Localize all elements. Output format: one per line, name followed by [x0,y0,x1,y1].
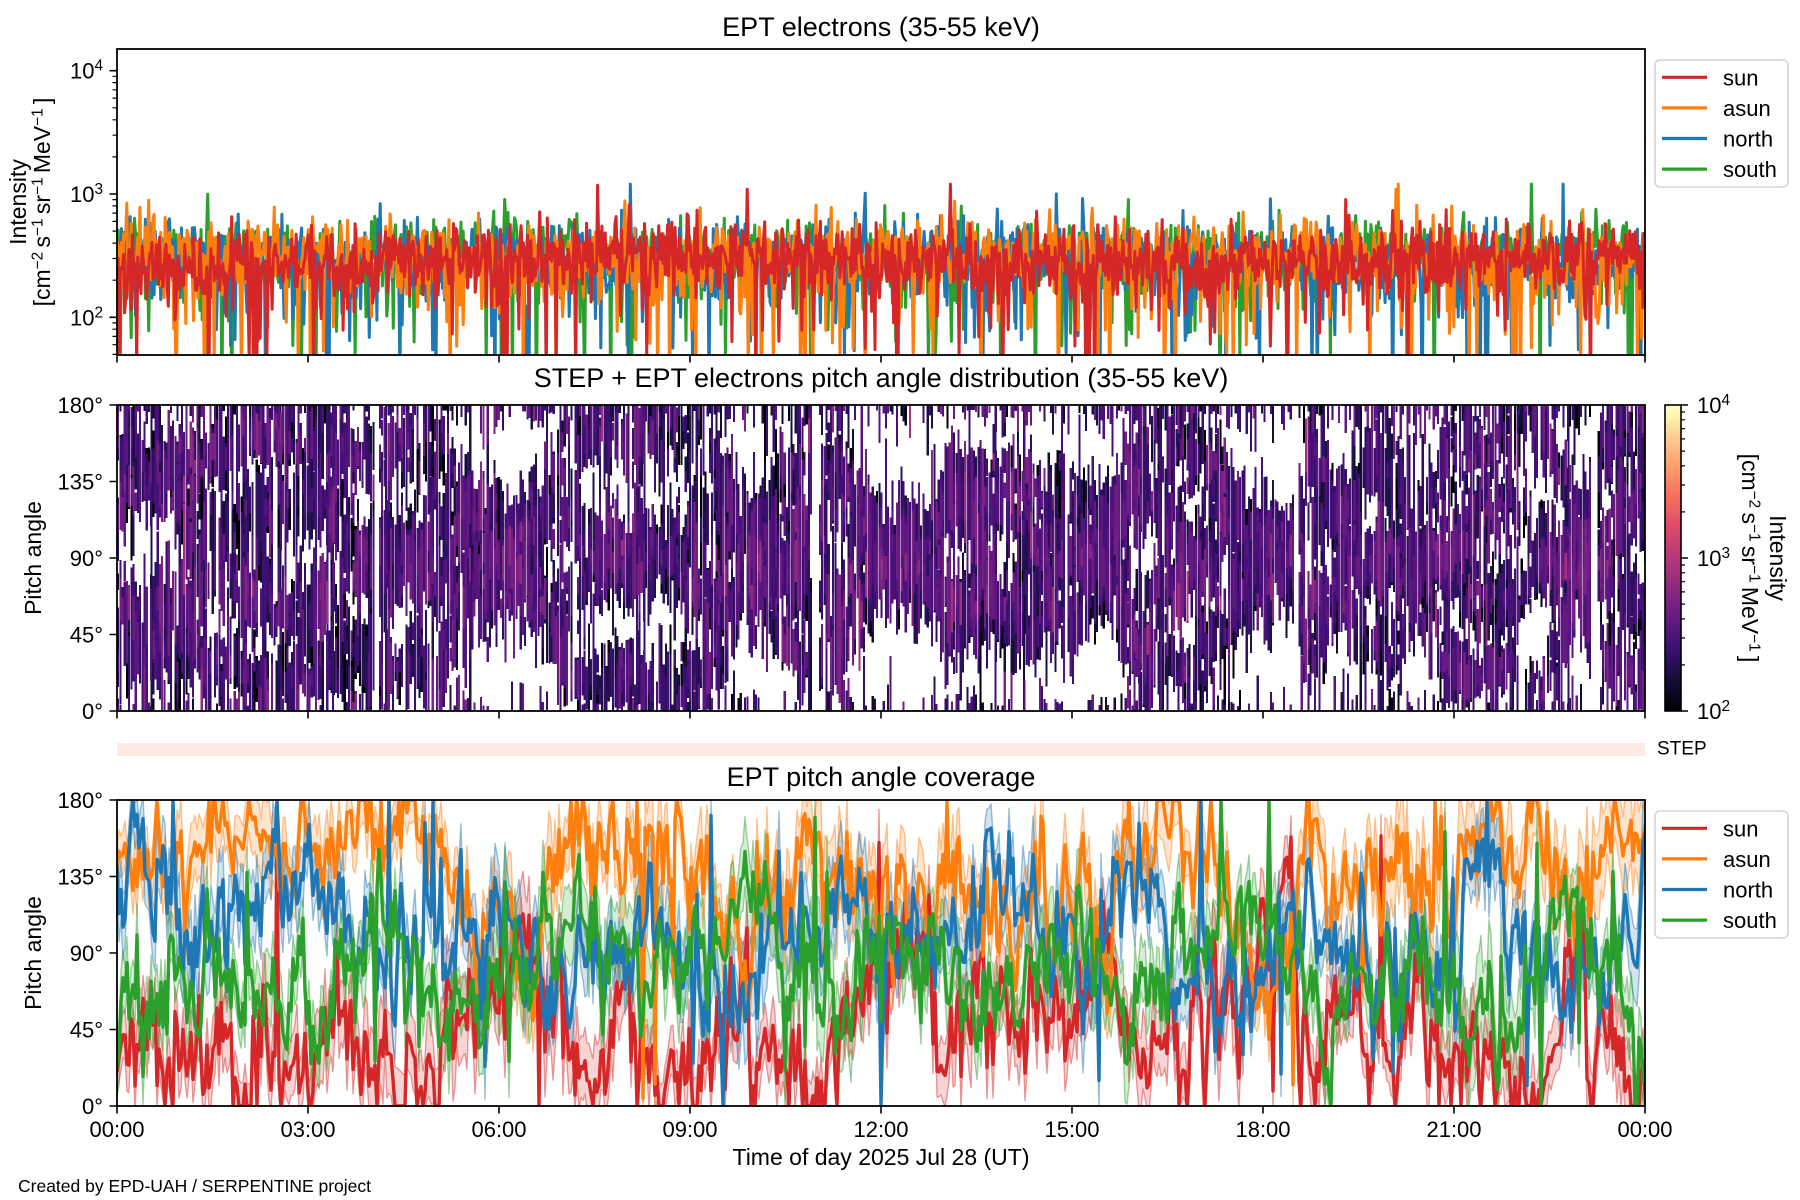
svg-text:Time of day 2025 Jul 28 (UT): Time of day 2025 Jul 28 (UT) [733,1144,1030,1170]
svg-text:asun: asun [1723,847,1771,872]
svg-text:06:00: 06:00 [471,1117,526,1142]
svg-text:135°: 135° [57,470,103,495]
svg-text:00:00: 00:00 [89,1117,144,1142]
svg-text:EPT pitch angle coverage: EPT pitch angle coverage [727,762,1036,792]
svg-text:0°: 0° [82,1094,103,1119]
svg-text:south: south [1723,908,1777,933]
svg-text:180°: 180° [57,393,103,418]
svg-text:90°: 90° [70,546,103,571]
svg-text:0°: 0° [82,699,103,724]
svg-text:102: 102 [1697,698,1730,724]
svg-text:09:00: 09:00 [662,1117,717,1142]
svg-text:Created by EPD-UAH / SERPENTIN: Created by EPD-UAH / SERPENTINE project [18,1176,371,1196]
svg-text:45°: 45° [70,623,103,648]
svg-text:Intensity: Intensity [1765,515,1791,601]
svg-text:90°: 90° [70,941,103,966]
svg-text:135°: 135° [57,865,103,890]
svg-text:north: north [1723,878,1773,903]
svg-text:[cm−2 s−1 sr−1 MeV−1 ]: [cm−2 s−1 sr−1 MeV−1 ] [29,98,55,307]
svg-text:asun: asun [1723,96,1771,121]
svg-text:21:00: 21:00 [1426,1117,1481,1142]
svg-text:sun: sun [1723,65,1758,90]
svg-text:15:00: 15:00 [1044,1117,1099,1142]
svg-text:STEP: STEP [1657,739,1707,760]
svg-text:[cm−2 s−1 sr−1 MeV−1 ]: [cm−2 s−1 sr−1 MeV−1 ] [1737,454,1763,663]
svg-text:18:00: 18:00 [1235,1117,1290,1142]
svg-text:sun: sun [1723,816,1758,841]
svg-text:03:00: 03:00 [280,1117,335,1142]
svg-text:north: north [1723,127,1773,152]
svg-text:00:00: 00:00 [1617,1117,1672,1142]
svg-text:Intensity: Intensity [5,159,31,245]
svg-text:180°: 180° [57,788,103,813]
svg-text:south: south [1723,157,1777,182]
svg-text:Pitch angle: Pitch angle [20,896,46,1010]
svg-text:EPT electrons (35-55 keV): EPT electrons (35-55 keV) [722,12,1040,42]
svg-text:STEP + EPT electrons pitch ang: STEP + EPT electrons pitch angle distrib… [534,363,1229,393]
svg-text:12:00: 12:00 [853,1117,908,1142]
svg-text:45°: 45° [70,1018,103,1043]
svg-text:Pitch angle: Pitch angle [20,501,46,615]
